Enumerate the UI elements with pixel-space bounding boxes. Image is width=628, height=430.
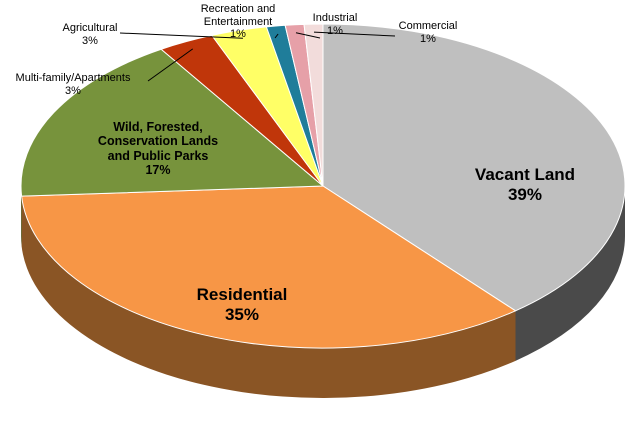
label-text: Entertainment [203,15,273,28]
label-text: Conservation Lands [97,134,219,149]
label-industrial: Industrial 1% [313,12,358,37]
label-text: Commercial [398,20,458,32]
label-wild-forested: Wild, Forested, Conservation Lands and Pub… [98,120,218,178]
pie-slice-wild-forested-conservation-lands-and-public-parks [20,48,325,197]
label-percent: 39% [507,184,543,204]
pie-side-vacant-land [515,186,625,361]
leader-line-industrial [295,32,321,39]
label-percent: 1% [230,28,246,41]
label-text: and Public Parks [107,148,209,163]
pie-side-wild-forested-conservation-lands-and-public-parks [21,186,22,247]
label-vacant-land: Vacant Land 39% [475,165,575,204]
leader-line-agricultural [119,32,243,39]
label-percent: 1% [420,32,436,45]
leader-line-recreation-and-entertainment [274,33,279,39]
label-residential: Residential 35% [197,285,288,324]
pie-slice-residential [21,185,517,349]
label-text: Industrial [312,12,358,24]
label-percent: 3% [65,84,81,97]
label-percent: 35% [224,304,260,324]
label-text: Multi-family/Apartments [15,72,131,84]
pie-side-residential [21,196,516,398]
label-recreation: Recreation and Entertainment 1% [201,3,276,41]
label-text: Recreation and [200,3,276,15]
label-text: Vacant Land [474,165,576,184]
pie-slice-vacant-land [322,23,626,312]
label-text: Wild, Forested, [113,120,203,134]
label-percent: 3% [82,34,98,47]
label-multi-family: Multi-family/Apartments 3% [16,72,131,97]
leader-line-commercial [313,31,396,37]
label-commercial: Commercial 1% [399,20,458,45]
label-percent: 1% [327,24,343,37]
label-text: Agricultural [62,22,118,34]
label-text: Residential [196,285,288,304]
label-percent: 17% [145,163,171,178]
label-agricultural: Agricultural 3% [62,22,117,47]
pie-slice-commercial [303,23,324,187]
leader-line-multi-family-apartments [147,48,194,82]
